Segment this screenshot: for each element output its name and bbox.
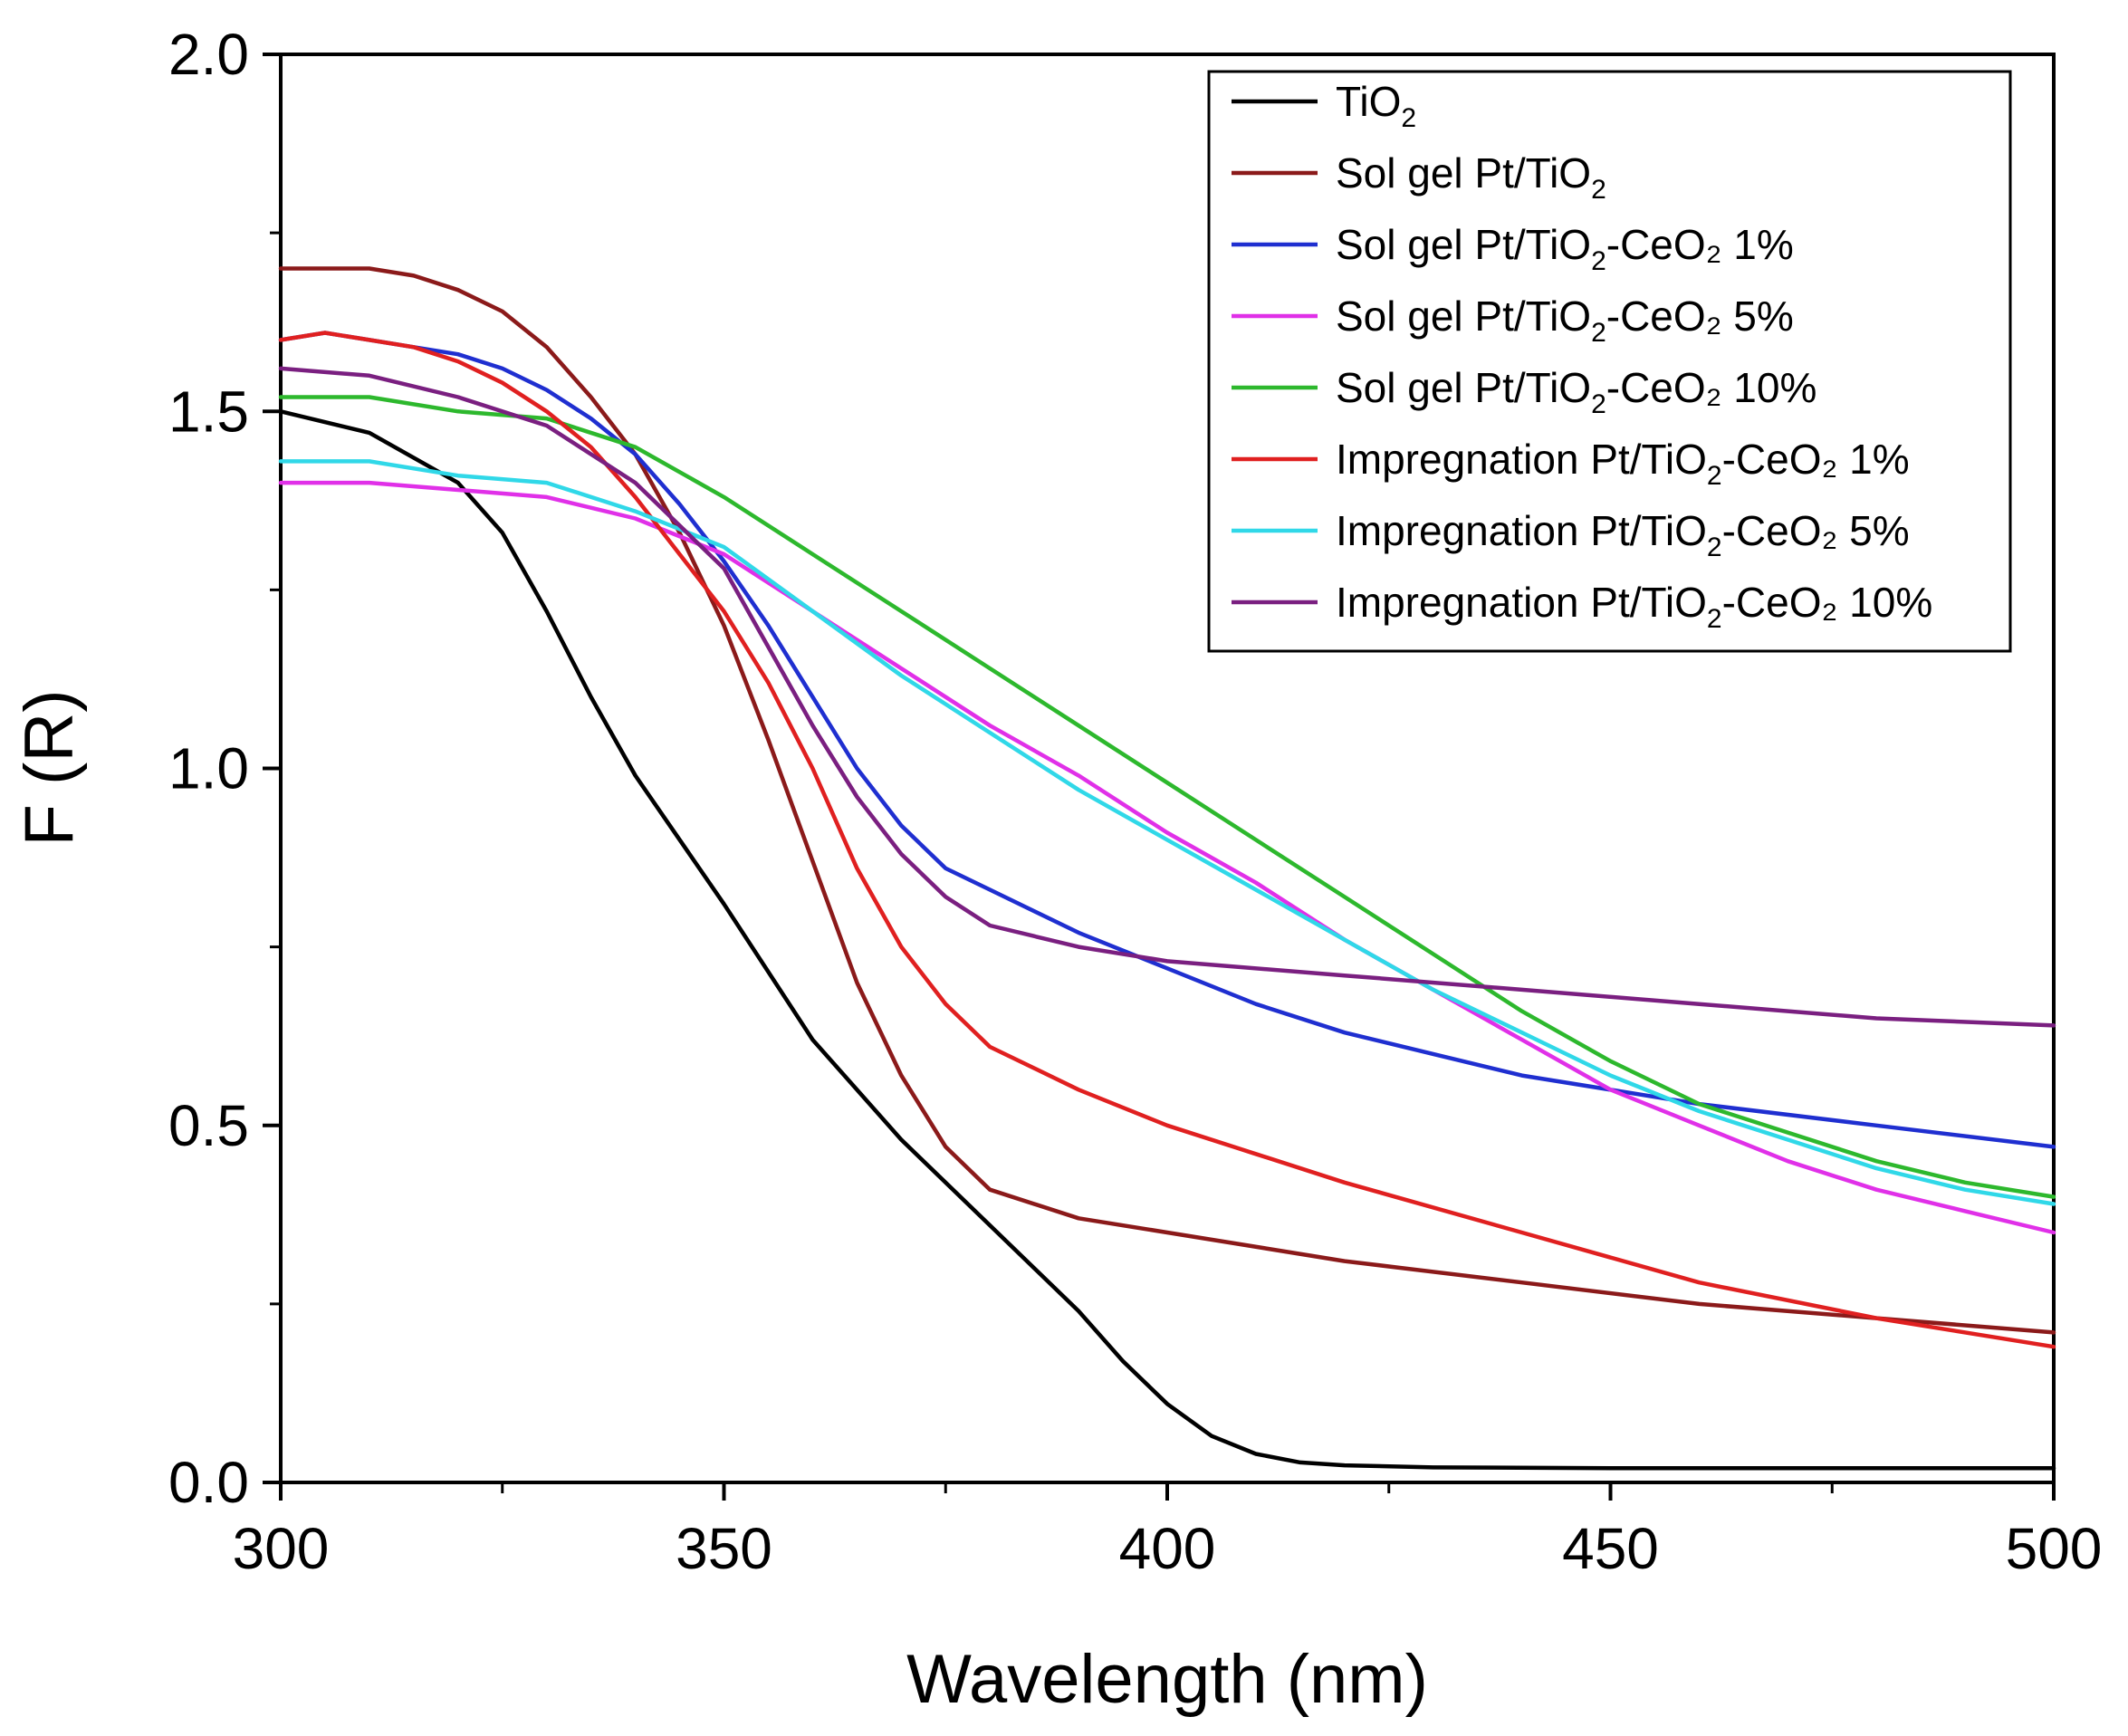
legend-label: Impregnation Pt/TiO2-CeO₂ 5% [1336,507,1910,562]
legend: TiO2 Sol gel Pt/TiO2 Sol gel Pt/TiO2-CeO₂ … [1207,70,2012,653]
legend-label: Sol gel Pt/TiO2 [1336,149,1606,205]
legend-label: TiO2 [1336,78,1416,133]
legend-label: Impregnation Pt/TiO2-CeO₂ 1% [1336,436,1910,491]
y-tick-label: 0.0 [168,1450,249,1515]
y-tick-label: 0.5 [168,1093,249,1158]
legend-label: Sol gel Pt/TiO2-CeO₂ 1% [1336,221,1794,276]
series-line-4 [278,480,2056,1235]
x-axis-title: Wavelength (nm) [906,1641,1428,1718]
legend-items: TiO2 Sol gel Pt/TiO2 Sol gel Pt/TiO2-CeO₂ … [1232,78,1932,634]
legend-label: Sol gel Pt/TiO2-CeO₂ 10% [1336,364,1816,419]
series-line-6 [278,331,2056,1349]
x-tick-label: 500 [2006,1516,2103,1581]
x-tick-label: 350 [676,1516,772,1581]
x-tick-label: 300 [233,1516,330,1581]
series-line-7 [278,459,2056,1206]
axis-ticks: 300 350 400 450 500 0.0 0.5 1.0 1.5 2.0 [168,22,2102,1581]
x-tick-label: 450 [1562,1516,1659,1581]
series-group [278,266,2056,1471]
y-tick-label: 2.0 [168,22,249,87]
series-line-5 [278,395,2056,1199]
legend-box [1207,70,2012,653]
x-tick-label: 400 [1119,1516,1216,1581]
series-line-3 [278,331,2056,1149]
series-line-1 [278,409,2056,1471]
legend-label: Sol gel Pt/TiO2-CeO₂ 5% [1336,293,1794,348]
y-tick-label: 1.5 [168,379,249,444]
y-axis-title: F (R) [11,689,88,846]
y-tick-label: 1.0 [168,736,249,801]
series-line-2 [278,266,2056,1335]
series-line-8 [278,366,2056,1028]
legend-label: Impregnation Pt/TiO2-CeO₂ 10% [1336,579,1932,634]
